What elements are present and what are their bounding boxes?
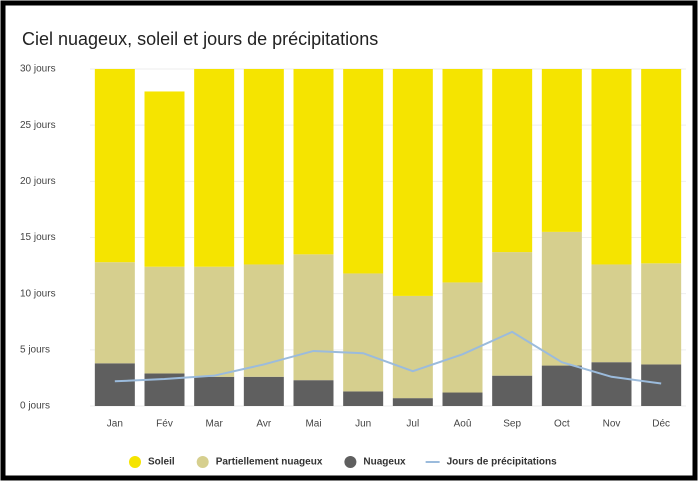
bar-segment (492, 375, 533, 406)
bar-segment (641, 364, 682, 406)
legend-marker (344, 456, 357, 468)
x-tick-label: Avr (256, 419, 271, 430)
bar-segment (243, 376, 284, 406)
x-tick-label: Jun (355, 419, 371, 430)
bar-segment (591, 264, 632, 363)
bar-segment (492, 252, 533, 376)
bar-segment (144, 266, 185, 374)
chart-title: Ciel nuageux, soleil et jours de précipi… (22, 29, 378, 49)
y-tick-label: 0 jours (20, 401, 50, 412)
x-tick-label: Mar (206, 419, 224, 430)
bar-segment (392, 398, 433, 406)
line (114, 330, 662, 385)
y-tick-label: 25 jours (20, 120, 56, 131)
bar-segment (144, 91, 185, 267)
bar-segment (392, 295, 433, 399)
bar-segment (94, 69, 135, 263)
x-tick-label: Jan (107, 419, 123, 430)
bar-segment (293, 254, 334, 381)
bar-segment (442, 392, 483, 406)
y-tick-label: 10 jours (20, 288, 56, 299)
bar-segment (492, 69, 533, 253)
x-tick-label: Nov (603, 419, 621, 430)
x-tick-label: Aoû (454, 419, 472, 430)
bar-segment (194, 376, 235, 406)
x-tick-label: Jul (406, 419, 419, 430)
bar-segment (94, 363, 135, 406)
bar-segment (194, 69, 235, 267)
y-tick-label: 20 jours (20, 176, 56, 187)
bar-segment (243, 69, 284, 265)
x-tick-label: Fév (156, 419, 173, 430)
bar-segment (442, 282, 483, 393)
legend-label: Soleil (148, 457, 175, 468)
x-tick-label: Mai (305, 419, 321, 430)
bar-segment (591, 69, 632, 265)
x-tick-label: Déc (652, 419, 670, 430)
bar-segment (541, 365, 582, 406)
x-tick-label: Sep (503, 419, 521, 430)
legend-marker (196, 456, 209, 468)
bar-segment (641, 69, 682, 264)
bar-segment (293, 69, 334, 255)
y-tick-label: 15 jours (20, 232, 56, 243)
bar-segment (343, 69, 384, 274)
legend-label: Partiellement nuageux (216, 457, 323, 468)
bar-segment (641, 263, 682, 365)
legend-marker (129, 456, 141, 468)
bar-segment (343, 273, 384, 392)
bar-segment (243, 264, 284, 377)
legend-label: Nuageux (363, 457, 406, 468)
bar-segment (591, 362, 632, 406)
bar-segment (442, 69, 483, 283)
bar-segment (343, 391, 384, 406)
bar-segment (541, 69, 582, 232)
bar-segment (293, 380, 334, 406)
bar-segment (94, 262, 135, 364)
y-tick-label: 30 jours (20, 64, 56, 75)
bar-segment (194, 266, 235, 377)
legend-label: Jours de précipitations (447, 457, 557, 468)
x-tick-label: Oct (554, 419, 570, 430)
y-tick-label: 5 jours (20, 344, 50, 355)
bar-segment (541, 231, 582, 366)
bar-segment (392, 69, 433, 296)
